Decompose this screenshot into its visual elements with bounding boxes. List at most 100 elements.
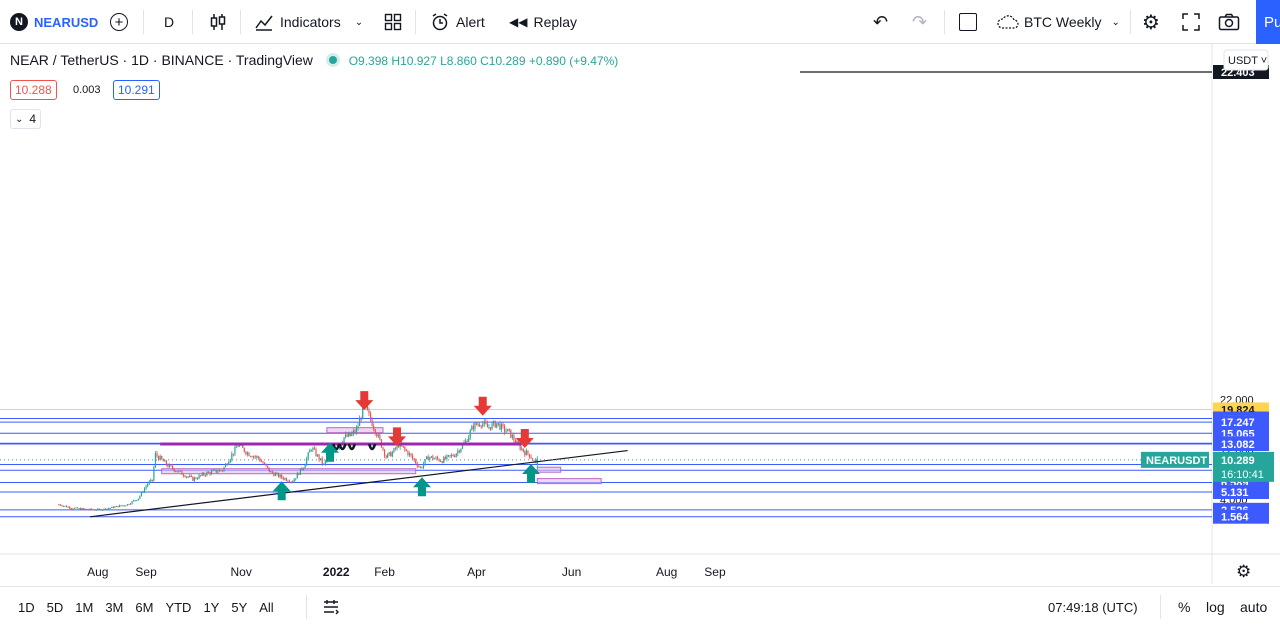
level-label: 5.131 [1221,487,1249,499]
candle-body [373,425,375,430]
horizontal-levels [0,71,1212,518]
countdown-label: 16:10:41 [1221,469,1264,481]
candle-body [447,455,450,457]
candle-body [359,418,361,426]
candle-body [206,471,208,476]
buy-price-button[interactable]: 10.291 [113,80,160,100]
replay-button[interactable]: ◀◀ Replay [509,0,577,44]
candle-body [147,484,149,487]
interval-button[interactable]: D [164,0,174,44]
square-icon [959,13,977,31]
clock-label: 07:49:18 (UTC) [1048,599,1138,615]
candle-body [522,448,524,452]
candle-body [312,448,314,451]
range-button-6m[interactable]: 6M [135,599,154,615]
replay-label: Replay [533,14,578,30]
price-chart[interactable]: 4.0006.00012.00016.00022.00019.82417.960… [0,44,1280,584]
candle-body [168,464,171,468]
range-button-ytd[interactable]: YTD [165,599,192,615]
axis-settings-button[interactable]: ⚙ [1236,562,1251,582]
candle-body [95,509,97,511]
candle-body [112,506,114,508]
range-button-5d[interactable]: 5D [46,599,64,615]
candle-body [181,470,183,475]
candle-body [391,452,393,457]
candle-body [217,471,219,473]
candle-body [249,455,252,457]
range-button-all[interactable]: All [259,599,274,615]
candle-body [284,478,286,480]
candle-body [154,453,157,467]
symbol-search[interactable]: N NEARUSD [10,0,98,44]
auto-toggle[interactable]: auto [1240,587,1267,627]
settings-button[interactable]: ⚙ [1142,0,1160,44]
snapshot-button[interactable] [1218,0,1240,44]
fullscreen-toggle[interactable] [959,0,977,44]
candle-body [440,461,442,463]
candle-body [360,418,362,420]
percent-toggle[interactable]: % [1178,587,1190,627]
candle-body [72,508,74,510]
candle-body [408,453,411,455]
candle-body [245,451,247,455]
chart-type-button[interactable] [208,0,228,44]
undo-button[interactable]: ↶ [873,0,888,44]
candle-body [344,434,347,438]
calendar-icon [324,600,339,615]
range-button-1y[interactable]: 1Y [203,599,220,615]
alert-button[interactable]: Alert [430,0,485,44]
candle-body [159,456,161,460]
alarm-clock-icon [432,13,448,31]
markers [272,391,541,501]
range-button-5y[interactable]: 5Y [231,599,248,615]
indicators-toggle[interactable]: ⌄ 4 [10,109,42,129]
candle-body [293,479,295,483]
indicators-button[interactable]: Indicators ⌄ [254,0,363,44]
layout-button[interactable]: BTC Weekly ⌄ [996,0,1120,44]
candle-body [157,456,160,460]
candle-body [349,433,351,436]
publish-button[interactable]: Pu [1256,0,1280,44]
price-axis[interactable]: 4.0006.00012.00016.00022.00019.82417.960… [0,65,1274,524]
compare-add-button[interactable]: + [110,0,128,44]
candle-body [491,423,493,430]
utc-clock[interactable]: 07:49:18 (UTC) [1048,587,1138,627]
redo-button[interactable]: ↷ [912,0,927,44]
candle-body [215,469,217,473]
drawings [89,442,628,518]
candle-body [397,444,400,448]
candle-body [285,478,287,481]
candle-body [352,430,354,434]
log-toggle[interactable]: log [1206,587,1225,627]
candle-body [237,446,239,448]
range-button-1d[interactable]: 1D [18,599,35,615]
candle-body [179,470,181,472]
currency-selector[interactable]: USDT ˅ [1223,49,1269,71]
candle-body [497,423,499,425]
candle-body [281,474,283,478]
candle-body [260,461,263,463]
range-buttons: 1D 5D 1M 3M 6M YTD 1Y 5Y All [12,587,280,627]
candle-body [298,473,300,475]
candle-body [479,424,481,426]
expand-icon [1182,13,1200,31]
candle-body [212,470,214,472]
time-axis[interactable]: Aug Sep Nov 2022 Feb Apr Jun Aug Sep [87,565,726,579]
sell-price-button[interactable]: 10.288 [10,80,57,100]
candle-body [276,473,278,475]
interval-label: D [164,14,175,30]
candle-body [513,435,515,441]
go-to-date-button[interactable] [322,587,340,627]
fullscreen-button[interactable] [1182,0,1200,44]
candle-body [410,453,412,456]
indicators-icon [255,15,273,31]
candle-body [224,463,227,467]
range-button-1m[interactable]: 1M [75,599,94,615]
range-button-3m[interactable]: 3M [105,599,124,615]
candle-body [355,428,358,433]
camera-icon [1218,13,1240,31]
candle-body [486,423,489,428]
templates-button[interactable] [384,0,402,44]
candle-body [452,454,454,457]
candle-body [126,504,129,506]
